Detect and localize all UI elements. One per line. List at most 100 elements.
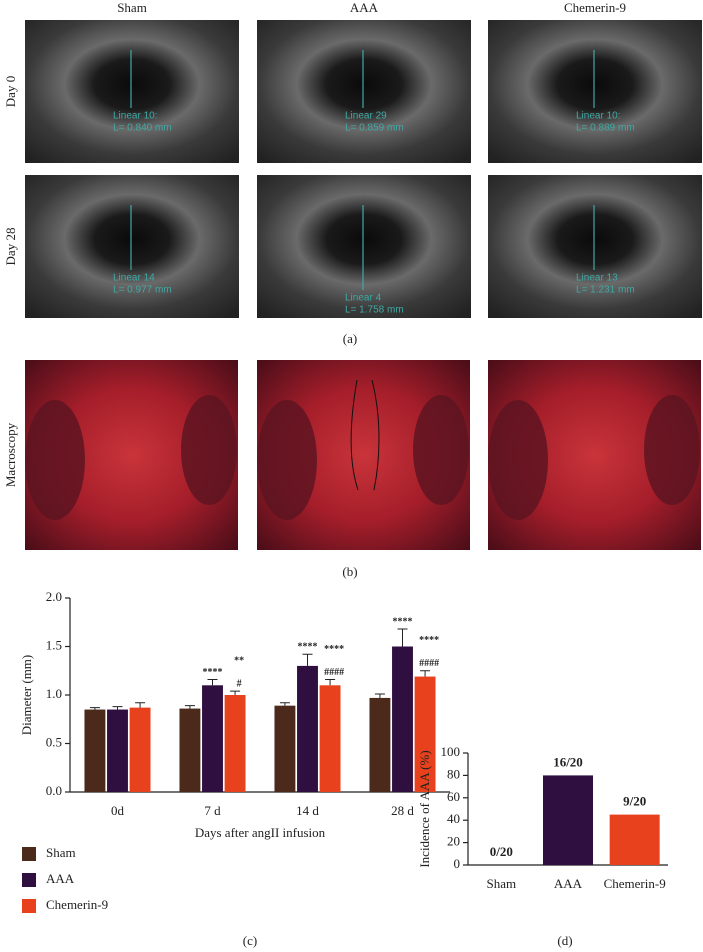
kidney — [25, 400, 85, 520]
bar — [319, 685, 341, 792]
y-tick-label: 1.0 — [46, 686, 62, 701]
error-bar — [325, 678, 336, 686]
value-label: 0/20 — [490, 844, 513, 859]
y-tick-label: 100 — [441, 744, 461, 759]
measure-label: Linear 4 — [345, 293, 382, 304]
y-tick-label: 0.0 — [46, 783, 62, 798]
x-tick-label: 28 d — [391, 803, 414, 818]
error-bar — [184, 705, 195, 709]
bar — [369, 697, 391, 792]
column-header: Chemerin-9 — [564, 0, 626, 15]
measure-value: L= 0.889 mm — [576, 123, 635, 134]
significance: **** — [419, 635, 439, 646]
measure-label: Linear 10: — [576, 111, 620, 122]
measure-value: L= 1.758 mm — [345, 305, 404, 316]
x-tick-label: AAA — [554, 876, 583, 891]
bar — [107, 709, 128, 792]
y-tick-label: 0.5 — [46, 734, 62, 749]
bar — [609, 814, 660, 865]
column-header: Sham — [117, 0, 147, 15]
bar — [543, 775, 593, 865]
x-axis-label: Days after angII infusion — [195, 825, 326, 840]
y-axis-label: Incidence of AAA (%) — [417, 750, 432, 867]
legend-swatch — [22, 899, 36, 913]
bar — [224, 695, 246, 792]
legend-swatch — [22, 847, 36, 861]
error-bar — [279, 702, 290, 706]
kidney — [257, 400, 317, 520]
legend-label: Chemerin-9 — [46, 897, 108, 912]
measure-value: L= 1.231 mm — [576, 285, 635, 296]
panel-label: (a) — [343, 331, 357, 346]
ultrasound-image — [25, 175, 239, 318]
significance: #### — [419, 658, 439, 669]
aorta-outline — [350, 379, 380, 491]
bar — [274, 705, 296, 792]
bar — [297, 665, 318, 792]
significance: **** — [324, 644, 344, 655]
x-tick-label: 7 d — [204, 803, 221, 818]
y-tick-label: 2.0 — [46, 589, 62, 604]
panel-label: (d) — [557, 933, 572, 948]
panel-label: (c) — [243, 933, 257, 948]
error-bar — [397, 628, 408, 647]
significance: #### — [324, 667, 344, 678]
y-tick-label: 1.5 — [46, 637, 62, 652]
significance: # — [237, 678, 242, 689]
ultrasound-image — [257, 175, 471, 318]
kidney — [644, 395, 700, 505]
legend-label: Sham — [46, 845, 76, 860]
x-tick-label: Chemerin-9 — [604, 876, 666, 891]
kidney — [488, 400, 548, 520]
ultrasound-image — [257, 20, 471, 163]
x-tick-label: Sham — [487, 876, 517, 891]
bar — [202, 685, 223, 792]
error-bar — [135, 702, 146, 708]
y-tick-label: 20 — [447, 834, 460, 849]
error-bar — [374, 693, 385, 698]
x-tick-label: 0d — [111, 803, 125, 818]
measure-label: Linear 10: — [113, 111, 157, 122]
y-tick-label: 0 — [454, 856, 461, 871]
measure-value: L= 0.840 mm — [113, 123, 172, 134]
y-tick-label: 40 — [447, 811, 460, 826]
measure-value: L= 0.859 mm — [345, 123, 404, 134]
bar — [129, 707, 151, 792]
bar — [414, 676, 436, 792]
kidney — [181, 395, 237, 505]
legend-label: AAA — [46, 871, 75, 886]
legend-swatch — [22, 873, 36, 887]
row-label: Day 0 — [3, 76, 18, 107]
error-bar — [207, 678, 218, 686]
error-bar — [420, 670, 431, 677]
measure-value: L= 0.977 mm — [113, 285, 172, 296]
ultrasound-image — [488, 20, 702, 163]
significance: ** — [234, 655, 244, 666]
column-header: AAA — [350, 0, 379, 15]
bar — [84, 709, 106, 792]
panel-label: (b) — [342, 564, 357, 579]
ultrasound-image — [488, 175, 702, 318]
significance: **** — [203, 667, 223, 678]
value-label: 16/20 — [553, 754, 583, 769]
error-bar — [112, 706, 123, 710]
error-bar — [89, 707, 100, 710]
significance: **** — [393, 616, 413, 627]
significance: **** — [298, 642, 318, 653]
bar — [179, 708, 201, 792]
y-tick-label: 80 — [447, 766, 460, 781]
x-tick-label: 14 d — [296, 803, 319, 818]
measure-label: Linear 13 — [576, 273, 618, 284]
row-label: Macroscopy — [3, 422, 18, 487]
kidney — [413, 395, 469, 505]
y-axis-label: Diameter (mm) — [19, 655, 34, 736]
measure-label: Linear 29 — [345, 111, 387, 122]
ultrasound-image — [25, 20, 239, 163]
measure-label: Linear 14 — [113, 273, 155, 284]
bar — [392, 646, 413, 792]
row-label: Day 28 — [3, 228, 18, 266]
error-bar — [302, 653, 313, 666]
value-label: 9/20 — [623, 794, 646, 809]
error-bar — [230, 690, 241, 695]
